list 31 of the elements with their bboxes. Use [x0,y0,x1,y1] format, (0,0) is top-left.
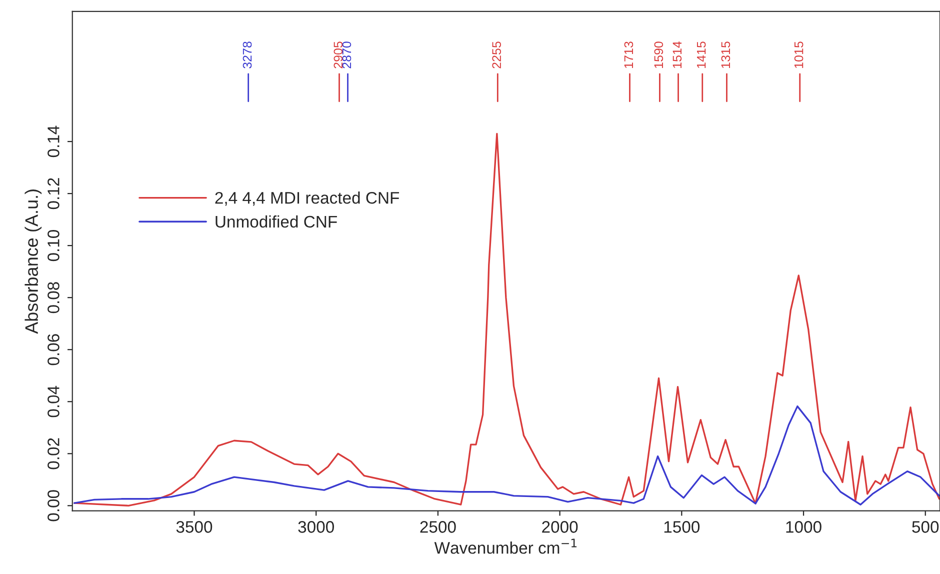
x-tick-label: 1000 [786,521,822,533]
ref-line-label: 1514 [672,41,682,68]
x-tick-label: 500 [912,521,939,533]
x-tick-label: 1500 [664,521,700,533]
ref-line-label: 2870 [342,42,352,68]
ref-line-label: 1415 [697,42,706,68]
line-series [73,405,940,506]
y-axis-title: Absorbance (A.u.) [24,190,42,334]
ref-line-label: 3278 [242,42,252,68]
legend-label: Unmodified CNF [216,215,337,228]
x-tick-label: 3500 [176,521,212,533]
y-tick-label: 0.02 [48,438,60,470]
y-tick-label: 0.08 [48,282,60,314]
y-tick-label: 0.04 [48,386,60,418]
ref-line-label: 2905 [334,42,343,68]
x-tick-label: 2500 [420,521,456,533]
y-tick-label: 0.10 [48,230,60,262]
ref-line-label: 1315 [721,42,730,68]
ref-line-label: 2255 [492,42,502,68]
line-series [73,132,940,506]
y-tick-label: 0.12 [48,178,60,210]
y-tick-label: 0.00 [48,490,60,522]
y-tick-label: 0.06 [48,334,60,366]
x-axis-title: Wavenumber cm$^{−1}$ [434,538,577,554]
y-tick-label: 0.14 [48,126,60,158]
x-tick-label: 3000 [298,521,334,533]
ref-line-label: 1713 [624,42,634,68]
ref-line-label: 1590 [654,42,664,68]
legend-label: 2,4 4,4 MDI reacted CNF [215,192,400,206]
ref-line-label: 1015 [794,42,804,68]
x-tick-label: 2000 [542,521,578,533]
